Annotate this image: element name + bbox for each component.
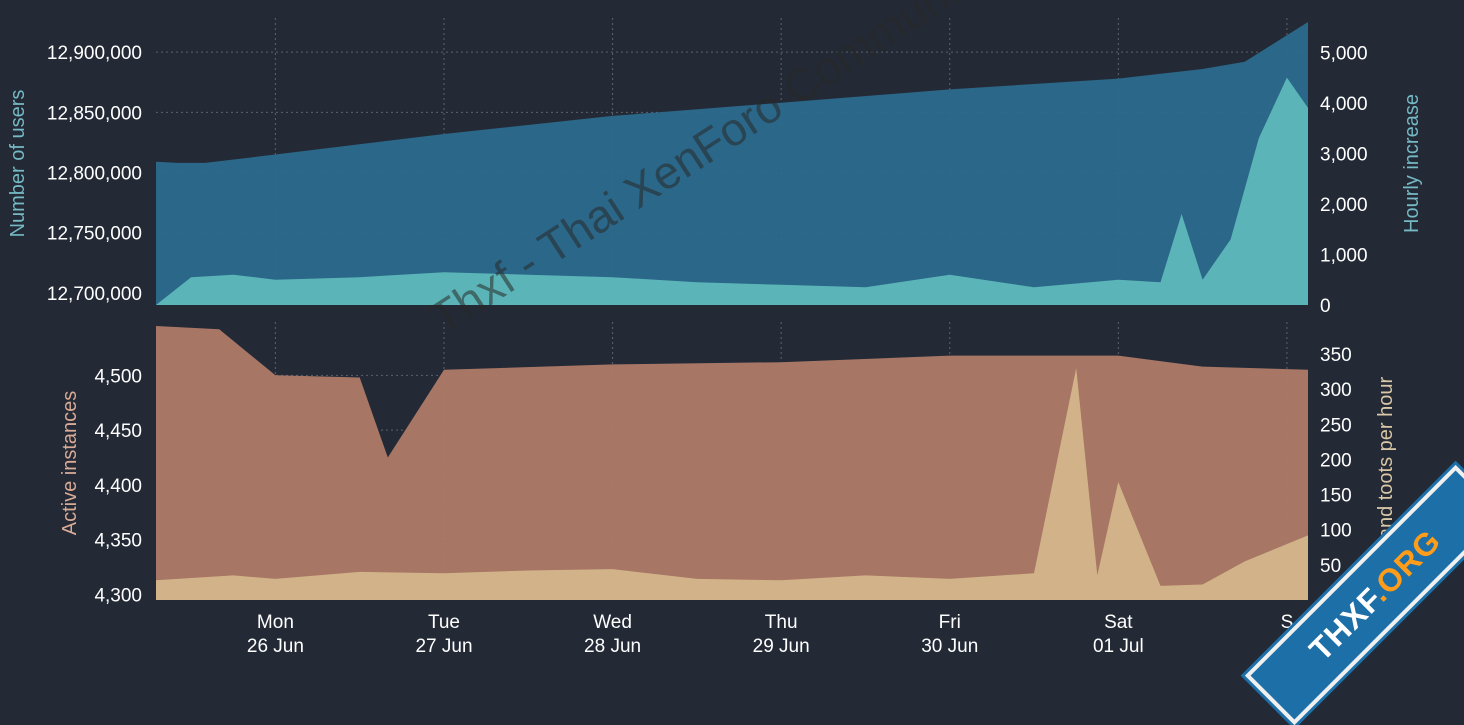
instances-right-axis-title: sand toots per hour: [1375, 376, 1397, 549]
users-left-tick-label-4: 12,900,000: [47, 43, 142, 64]
x-tick-date-label-0: 26 Jun: [247, 636, 304, 657]
x-tick-date-label-5: 01 Jul: [1093, 636, 1144, 657]
users-right-tick-label-5: 5,000: [1320, 43, 1368, 64]
users-right-tick-label-1: 1,000: [1320, 245, 1368, 266]
dashboard-chart-stage: 12,700,000 12,750,000 12,800,000 12,850,000…: [7, 18, 1464, 725]
users-chart: [156, 22, 1308, 305]
instances-right-tick-label-4: 250: [1320, 415, 1352, 436]
users-left-tick-label-0: 12,700,000: [47, 284, 142, 305]
users-right-axis-title: Hourly increase: [1401, 94, 1423, 233]
x-tick-day-label-1: Tue: [428, 612, 460, 633]
x-tick-date-label-1: 27 Jun: [415, 636, 472, 657]
x-tick-date-label-2: 28 Jun: [584, 636, 641, 657]
instances-left-tick-label-0: 4,300: [94, 586, 142, 607]
instances-chart: [156, 326, 1308, 600]
x-tick-day-label-5: Sat: [1104, 612, 1133, 633]
instances-left-tick-label-4: 4,500: [94, 366, 142, 387]
users-secondary-area: [156, 77, 1308, 305]
instances-right-tick-label-6: 350: [1320, 345, 1352, 366]
users-left-tick-label-2: 12,800,000: [47, 164, 142, 185]
users-left-axis-title: Number of users: [7, 90, 29, 238]
users-main-area: [156, 22, 1308, 305]
x-tick-date-label-3: 29 Jun: [753, 636, 810, 657]
x-tick-day-label-4: Fri: [939, 612, 961, 633]
instances-left-tick-label-2: 4,400: [94, 476, 142, 497]
users-left-tick-label-3: 12,850,000: [47, 103, 142, 124]
users-right-tick-label-3: 3,000: [1320, 144, 1368, 165]
instances-right-tick-label-2: 150: [1320, 486, 1352, 507]
users-left-tick-label-1: 12,750,000: [47, 224, 142, 245]
users-right-tick-label-0: 0: [1320, 296, 1331, 317]
users-right-tick-label-2: 2,000: [1320, 195, 1368, 216]
instances-right-tick-label-1: 100: [1320, 521, 1352, 542]
instances-right-tick-label-0: 50: [1320, 556, 1341, 577]
chart-axes: 12,700,000 12,750,000 12,800,000 12,850,000…: [7, 43, 1423, 606]
instances-right-tick-label-5: 300: [1320, 380, 1352, 401]
x-tick-day-label-6: S: [1281, 612, 1294, 633]
x-tick-day-label-0: Mon: [257, 612, 294, 633]
instances-left-tick-label-3: 4,450: [94, 421, 142, 442]
x-tick-day-label-2: Wed: [593, 612, 632, 633]
instances-right-tick-label-3: 200: [1320, 450, 1352, 471]
instances-left-axis-title: Active instances: [59, 391, 81, 536]
x-axis: Mon 26 Jun Tue 27 Jun Wed 28 Jun Thu 29 Jun Fri 3…: [247, 612, 1293, 657]
x-tick-day-label-3: Thu: [765, 612, 798, 633]
instances-secondary-area: [156, 368, 1308, 600]
charts-svg: 12,700,000 12,750,000 12,800,000 12,850,000…: [7, 18, 1423, 657]
users-right-tick-label-4: 4,000: [1320, 94, 1368, 115]
x-tick-date-label-4: 30 Jun: [921, 636, 978, 657]
instances-left-tick-label-1: 4,350: [94, 531, 142, 552]
instances-main-area: [156, 326, 1308, 600]
